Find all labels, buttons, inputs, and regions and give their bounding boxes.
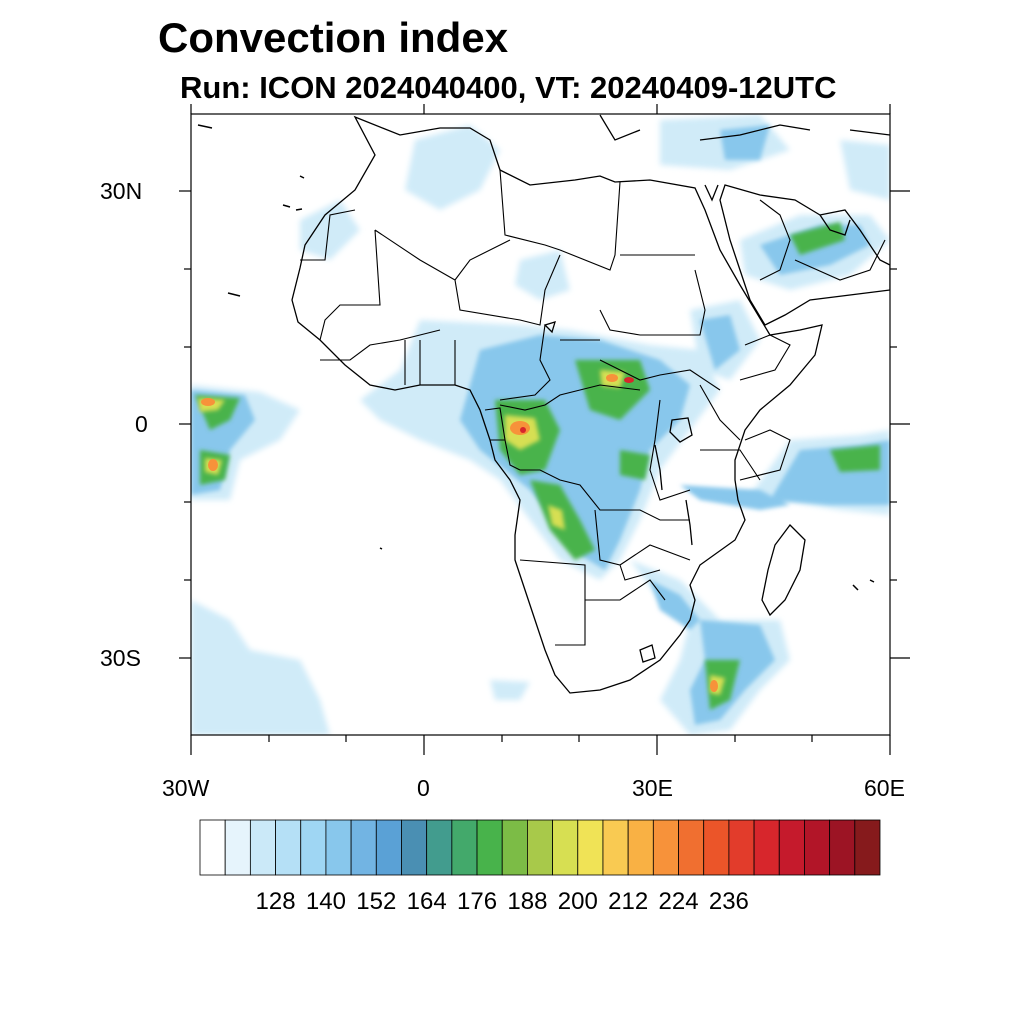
field-peak-values — [201, 374, 718, 692]
colorbar-tick-label: 176 — [457, 888, 498, 915]
colorbar-tick-label: 152 — [356, 888, 397, 915]
colorbar-tick-label: 212 — [608, 888, 649, 915]
colorbar-swatch — [577, 819, 604, 876]
field-region — [830, 445, 880, 472]
field-region — [510, 421, 530, 435]
colorbar-swatch — [652, 819, 679, 876]
axis-ticks — [179, 104, 910, 755]
field-region — [548, 505, 565, 530]
field-region — [300, 200, 360, 260]
lake-tanganyika — [654, 444, 663, 491]
colorbar-swatch — [401, 819, 428, 876]
field-region — [624, 377, 634, 383]
colorbar — [199, 819, 881, 876]
field-region — [520, 427, 526, 433]
lake-victoria — [669, 417, 693, 443]
coastlines-and-borders — [197, 114, 890, 694]
field-region — [490, 680, 530, 700]
colorbar-swatch — [728, 819, 755, 876]
field-region — [680, 485, 790, 510]
field-region — [201, 398, 215, 406]
europe-coastline — [599, 114, 890, 141]
colorbar-swatch — [451, 819, 478, 876]
islands — [197, 124, 875, 591]
africa-coastline — [291, 115, 823, 694]
colorbar-swatch — [778, 819, 805, 876]
colorbar-swatch — [829, 819, 856, 876]
lat-label-30s: 30S — [100, 645, 141, 671]
colorbar-swatch — [249, 819, 276, 876]
colorbar-swatch — [854, 819, 881, 876]
colorbar-swatch — [753, 819, 780, 876]
arabia-coastline — [719, 184, 890, 326]
field-region — [700, 315, 740, 370]
colorbar-swatch — [426, 819, 453, 876]
lon-label-30w: 30W — [162, 775, 210, 801]
colorbar-swatch — [703, 819, 730, 876]
lon-label-60e: 60E — [864, 775, 905, 801]
colorbar-swatch — [804, 819, 831, 876]
colorbar-tick-label: 128 — [255, 888, 296, 915]
madagascar-coastline — [761, 524, 806, 617]
field-region — [191, 600, 330, 735]
colorbar-tick-label: 200 — [557, 888, 598, 915]
colorbar-swatch — [275, 819, 302, 876]
colorbar-tick-label: 236 — [708, 888, 749, 915]
field-max-values — [520, 377, 634, 433]
colorbar-tick-label: 224 — [658, 888, 699, 915]
lesotho-border — [639, 644, 656, 663]
sinai-coastline — [704, 184, 719, 202]
country-borders — [300, 169, 886, 646]
colorbar-swatch — [224, 819, 251, 876]
colorbar-swatch — [325, 819, 352, 876]
map-panel — [179, 104, 910, 755]
gulf-coastline — [819, 214, 851, 236]
field-region — [606, 374, 618, 382]
colorbar-tick-label: 164 — [406, 888, 447, 915]
lake-chad — [543, 321, 556, 334]
lake-malawi — [685, 499, 693, 546]
field-region — [840, 140, 890, 200]
lon-label-30e: 30E — [632, 775, 673, 801]
field-region — [575, 360, 650, 420]
colorbar-swatch — [501, 819, 528, 876]
colorbar-swatch — [476, 819, 503, 876]
colorbar-swatch — [678, 819, 705, 876]
colorbar-swatch — [300, 819, 327, 876]
chart-title: Convection index — [158, 14, 509, 61]
colorbar-swatch — [602, 819, 629, 876]
chart-subtitle: Run: ICON 2024040400, VT: 20240409-12UTC — [180, 70, 837, 105]
lon-label-0: 0 — [417, 775, 430, 801]
colorbar-swatch — [350, 819, 377, 876]
field-region — [650, 580, 700, 630]
colorbar-swatch — [527, 819, 553, 876]
field-region — [405, 125, 500, 210]
colorbar-swatch — [627, 819, 654, 876]
colorbar-tick-label: 140 — [305, 888, 346, 915]
colorbar-swatch — [552, 819, 579, 876]
field-region — [710, 680, 718, 692]
lat-label-30n: 30N — [100, 178, 143, 204]
convection-field — [191, 115, 890, 735]
field-region — [620, 450, 650, 480]
colorbar-tick-label: 188 — [507, 888, 548, 915]
field-region — [720, 125, 770, 160]
field-region — [208, 459, 218, 471]
colorbar-swatch — [199, 819, 226, 876]
colorbar-swatch — [375, 819, 402, 876]
lat-label-0: 0 — [135, 411, 148, 437]
